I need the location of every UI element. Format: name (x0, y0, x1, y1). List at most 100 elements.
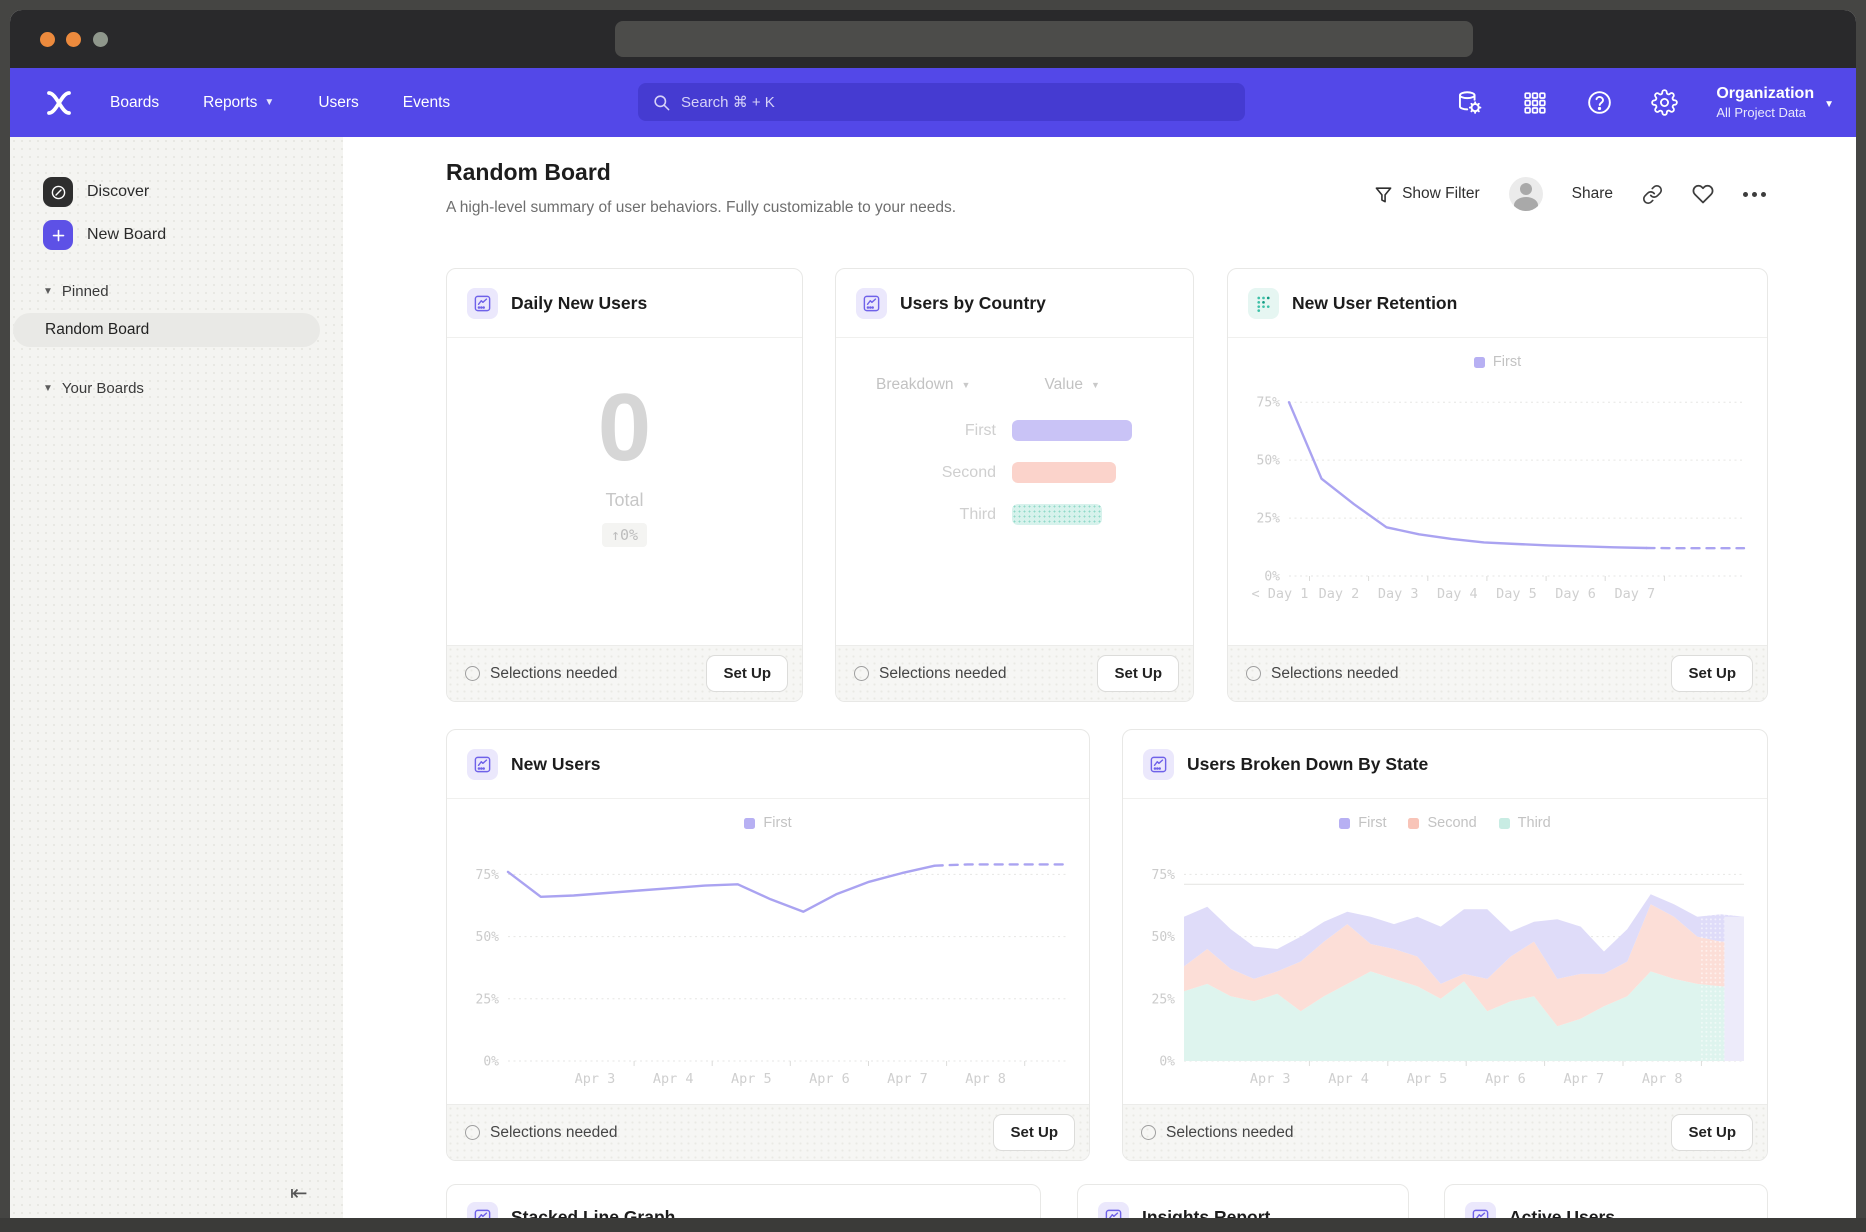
page-title: Random Board (446, 159, 611, 186)
settings-gear-icon[interactable] (1651, 89, 1678, 116)
card-users-by-state: Users Broken Down By State First Second … (1122, 729, 1768, 1161)
chart-legend: First (447, 815, 1089, 831)
card-header: New Users (447, 730, 1089, 798)
line-chart-icon (1465, 1202, 1496, 1219)
svg-text:50%: 50% (476, 930, 500, 945)
data-management-icon[interactable] (1456, 89, 1483, 116)
chevron-down-icon: ▼ (1091, 380, 1100, 390)
org-subtitle: All Project Data (1716, 105, 1814, 120)
value-bar (1012, 420, 1132, 441)
svg-text:0%: 0% (1264, 570, 1280, 585)
svg-text:50%: 50% (1257, 454, 1281, 469)
set-up-button[interactable]: Set Up (1671, 655, 1753, 692)
avatar[interactable] (1509, 177, 1543, 211)
card-daily-new-users: Daily New Users 0 Total ↑0% Selections n… (446, 268, 803, 702)
status-text: Selections needed (465, 1124, 618, 1142)
metric-preview: 0 Total ↑0% (447, 337, 802, 645)
nav-item-events[interactable]: Events (403, 94, 450, 112)
sidebar-item-new-board[interactable]: New Board (43, 220, 166, 250)
legend-swatch (1408, 818, 1419, 829)
more-options-icon[interactable] (1743, 192, 1766, 197)
mixpanel-logo-icon[interactable] (44, 88, 74, 118)
svg-text:25%: 25% (1152, 992, 1176, 1007)
plus-icon (43, 220, 73, 250)
radio-circle-icon (1246, 666, 1261, 681)
traffic-light-zoom-icon[interactable] (93, 32, 108, 47)
traffic-light-minimize-icon[interactable] (66, 32, 81, 47)
chart-preview: First 75%50%25%0%Apr 3Apr 4Apr 5Apr 6Apr… (447, 798, 1089, 1104)
chevron-down-icon: ▼ (43, 383, 53, 394)
retention-line-chart: 75%50%25%0%< Day 1Day 2Day 3Day 4Day 5Da… (1243, 376, 1752, 604)
svg-text:Apr 4: Apr 4 (1328, 1071, 1369, 1087)
set-up-button[interactable]: Set Up (706, 655, 788, 692)
nav-item-users[interactable]: Users (318, 94, 358, 112)
svg-text:Apr 4: Apr 4 (653, 1071, 694, 1087)
svg-text:Apr 6: Apr 6 (809, 1071, 850, 1087)
table-row: Second (836, 462, 1193, 483)
sidebar-item-discover[interactable]: Discover (43, 177, 149, 207)
svg-text:Apr 8: Apr 8 (1642, 1071, 1683, 1087)
copy-link-icon[interactable] (1642, 184, 1663, 205)
svg-text:50%: 50% (1152, 930, 1176, 945)
search-input[interactable]: Search ⌘ + K (638, 83, 1245, 121)
set-up-button[interactable]: Set Up (993, 1114, 1075, 1151)
card-title: New Users (511, 754, 601, 775)
discover-compass-icon (43, 177, 73, 207)
screen: Boards Reports▼ Users Events Search ⌘ + … (0, 0, 1866, 1232)
card-header: Active Users (1445, 1185, 1767, 1218)
show-filter-button[interactable]: Show Filter (1374, 185, 1480, 204)
line-chart-icon (467, 1202, 498, 1219)
line-chart-icon (467, 749, 498, 780)
svg-text:Day 3: Day 3 (1378, 586, 1419, 602)
sidebar-item-random-board[interactable]: Random Board (13, 313, 320, 347)
svg-text:75%: 75% (476, 868, 500, 883)
nav-item-reports[interactable]: Reports▼ (203, 94, 274, 112)
value-dropdown[interactable]: Value▼ (1044, 376, 1099, 394)
traffic-light-close-icon[interactable] (40, 32, 55, 47)
org-switcher[interactable]: Organization All Project Data ▼ (1716, 85, 1834, 120)
svg-text:< Day 1: < Day 1 (1251, 586, 1308, 602)
status-text: Selections needed (465, 665, 618, 683)
sidebar-item-label: Discover (87, 183, 149, 201)
card-footer: Selections needed Set Up (836, 645, 1193, 701)
card-title: Insights Report (1142, 1207, 1270, 1219)
line-chart-icon (1143, 749, 1174, 780)
card-title: Daily New Users (511, 293, 647, 314)
new-users-line-chart: 75%50%25%0%Apr 3Apr 4Apr 5Apr 6Apr 7Apr … (462, 837, 1074, 1089)
card-stacked-line-graph: Stacked Line Graph (446, 1184, 1041, 1218)
svg-text:Apr 6: Apr 6 (1485, 1071, 1526, 1087)
sidebar-section-your-boards[interactable]: ▼ Your Boards (43, 380, 144, 397)
apps-grid-icon[interactable] (1521, 89, 1548, 116)
page-subtitle: A high-level summary of user behaviors. … (446, 199, 956, 217)
breakdown-dropdown[interactable]: Breakdown▼ (876, 376, 970, 394)
address-bar[interactable] (615, 21, 1473, 57)
card-new-user-retention: New User Retention First 75%50%25%0%< Da… (1227, 268, 1768, 702)
card-header: Stacked Line Graph (447, 1185, 1040, 1218)
chevron-down-icon: ▼ (43, 286, 53, 297)
search-icon (652, 93, 671, 112)
set-up-button[interactable]: Set Up (1097, 655, 1179, 692)
stacked-area-chart: 75%50%25%0%Apr 3Apr 4Apr 5Apr 6Apr 7Apr … (1138, 837, 1752, 1089)
set-up-button[interactable]: Set Up (1671, 1114, 1753, 1151)
favorite-heart-icon[interactable] (1692, 183, 1714, 205)
card-header: New User Retention (1228, 269, 1767, 337)
svg-text:25%: 25% (476, 992, 500, 1007)
svg-text:Apr 8: Apr 8 (965, 1071, 1006, 1087)
filter-funnel-icon (1374, 185, 1393, 204)
legend-swatch (1499, 818, 1510, 829)
line-chart-icon (1098, 1202, 1129, 1219)
card-footer: Selections needed Set Up (447, 1104, 1089, 1160)
share-button[interactable]: Share (1572, 185, 1613, 203)
collapse-sidebar-icon[interactable]: ⇤ (290, 1181, 308, 1206)
chevron-down-icon: ▼ (264, 97, 274, 108)
svg-text:75%: 75% (1257, 396, 1281, 411)
sidebar-section-pinned[interactable]: ▼ Pinned (43, 283, 109, 300)
help-icon[interactable] (1586, 89, 1613, 116)
card-header: Daily New Users (447, 269, 802, 337)
nav-item-boards[interactable]: Boards (110, 94, 159, 112)
status-text: Selections needed (1246, 665, 1399, 683)
status-text: Selections needed (1141, 1124, 1294, 1142)
radio-circle-icon (465, 666, 480, 681)
value-bar (1012, 462, 1116, 483)
chart-legend: First Second Third (1123, 815, 1767, 831)
